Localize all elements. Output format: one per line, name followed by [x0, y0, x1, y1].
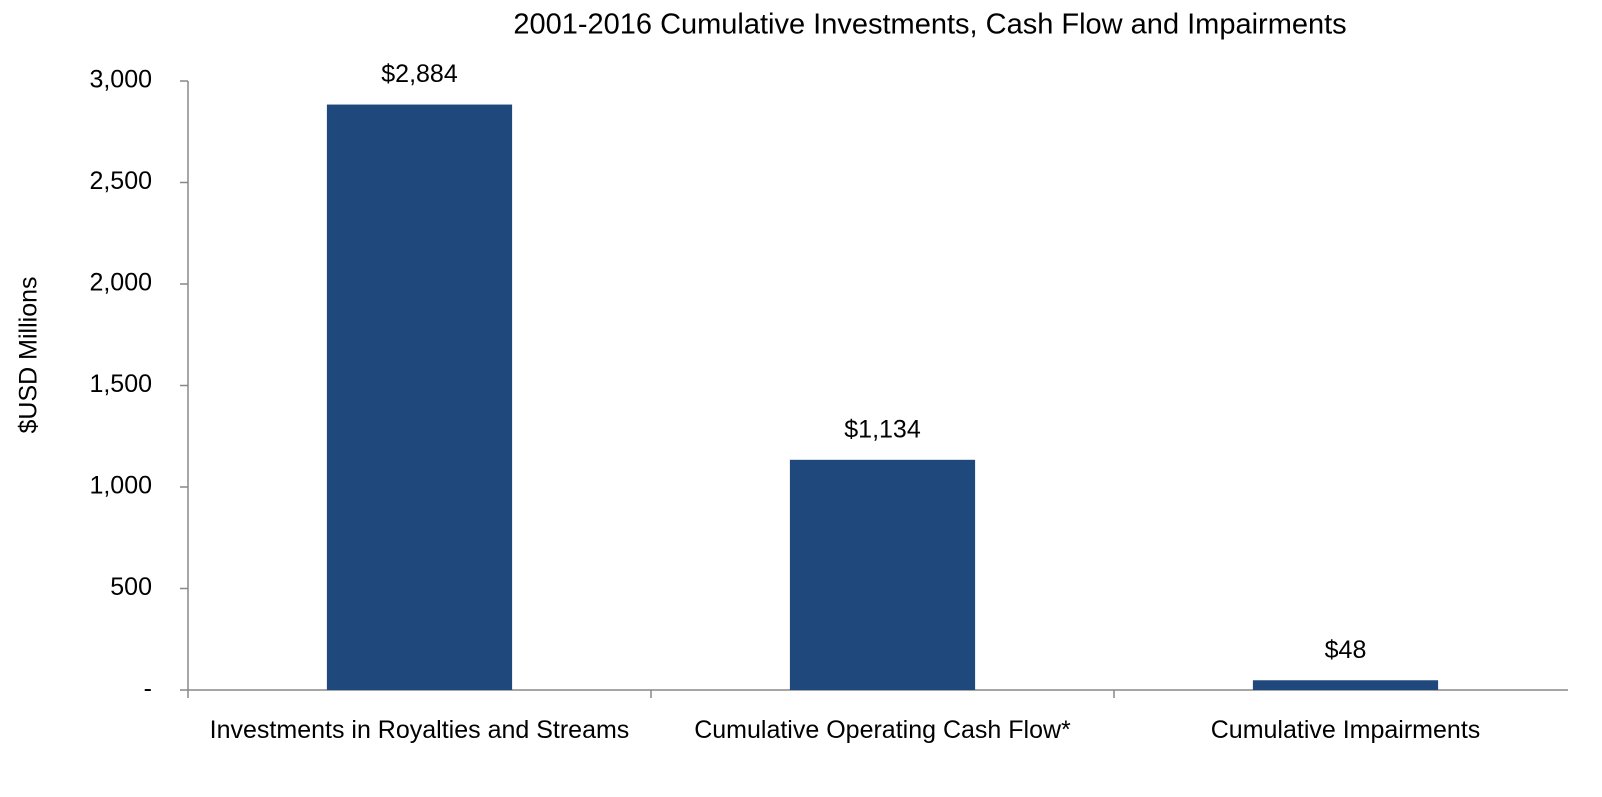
bar	[1252, 680, 1439, 690]
y-tick-label: 500	[110, 573, 152, 601]
y-tick-label: -	[144, 675, 152, 703]
data-label: $2,884	[381, 60, 458, 88]
y-tick-label: 1,000	[89, 472, 152, 500]
y-tick-label: 3,000	[89, 66, 152, 94]
data-label: $1,134	[844, 415, 921, 443]
bar	[789, 459, 976, 690]
data-label: $48	[1325, 636, 1367, 664]
bar	[326, 104, 513, 691]
chart-title: 2001-2016 Cumulative Investments, Cash F…	[513, 9, 1346, 41]
y-axis-label: $USD Millions	[15, 277, 43, 434]
x-tick-label: Cumulative Operating Cash Flow*	[694, 716, 1071, 744]
y-tick-label: 2,000	[89, 269, 152, 297]
x-tick-label: Cumulative Impairments	[1210, 716, 1481, 744]
y-tick-label: 2,500	[89, 167, 152, 195]
x-tick-label: Investments in Royalties and Streams	[209, 716, 630, 744]
y-tick-label: 1,500	[89, 370, 152, 398]
